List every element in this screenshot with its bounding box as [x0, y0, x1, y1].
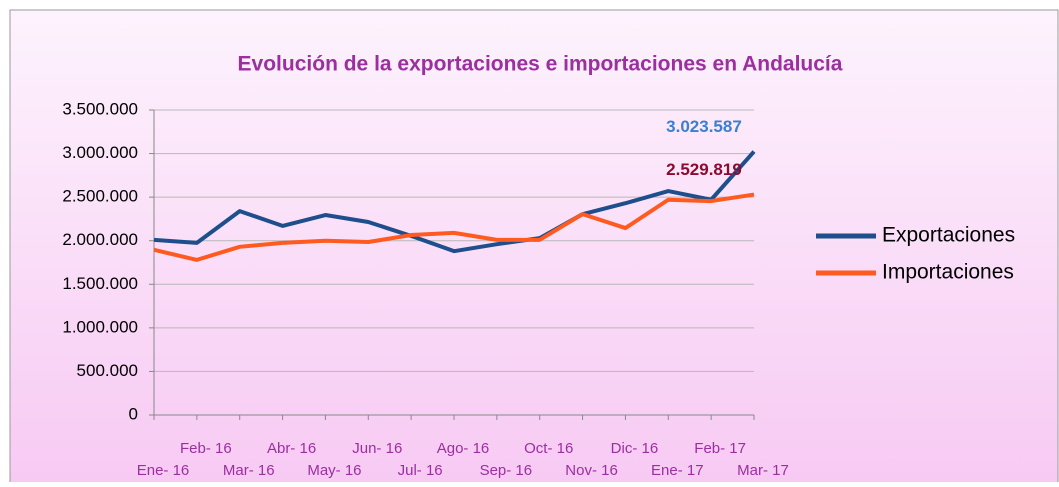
x-tick-label: Ago- 16	[437, 440, 490, 457]
y-tick-label: 2.000.000	[62, 230, 138, 249]
x-tick-label: May- 16	[307, 462, 361, 479]
x-tick-label: Feb- 16	[180, 440, 232, 457]
x-tick-label: Jul- 16	[398, 462, 443, 479]
y-tick-label: 3.500.000	[62, 99, 138, 118]
x-tick-label: Mar- 17	[737, 462, 789, 479]
y-tick-label: 0	[129, 404, 138, 423]
data-label: 3.023.587	[666, 117, 742, 136]
x-tick-label: Feb- 17	[694, 440, 746, 457]
x-tick-label: Sep- 16	[480, 462, 533, 479]
chart-title: Evolución de la exportaciones e importac…	[238, 53, 843, 76]
series-line	[153, 150, 756, 254]
x-tick-label: Jun- 16	[352, 440, 402, 457]
y-tick-label: 3.000.000	[62, 143, 138, 162]
x-tick-label: Abr- 16	[267, 440, 316, 457]
x-tick-label: Dic- 16	[611, 440, 659, 457]
y-tick-label: 1.000.000	[62, 317, 138, 336]
legend-label: Importaciones	[882, 261, 1014, 284]
x-tick-label: Oct- 16	[524, 440, 573, 457]
legend-label: Exportaciones	[882, 224, 1015, 247]
x-tick-label: Ene- 16	[137, 462, 190, 479]
data-label: 2.529.819	[666, 160, 742, 179]
y-tick-label: 500.000	[77, 361, 138, 380]
x-tick-label: Nov- 16	[565, 462, 618, 479]
series-line	[153, 192, 755, 262]
x-tick-label: Ene- 17	[651, 462, 704, 479]
chart-background	[9, 9, 1059, 487]
y-tick-label: 2.500.000	[62, 187, 138, 206]
y-tick-label: 1.500.000	[62, 274, 138, 293]
x-tick-label: Mar- 16	[223, 462, 275, 479]
